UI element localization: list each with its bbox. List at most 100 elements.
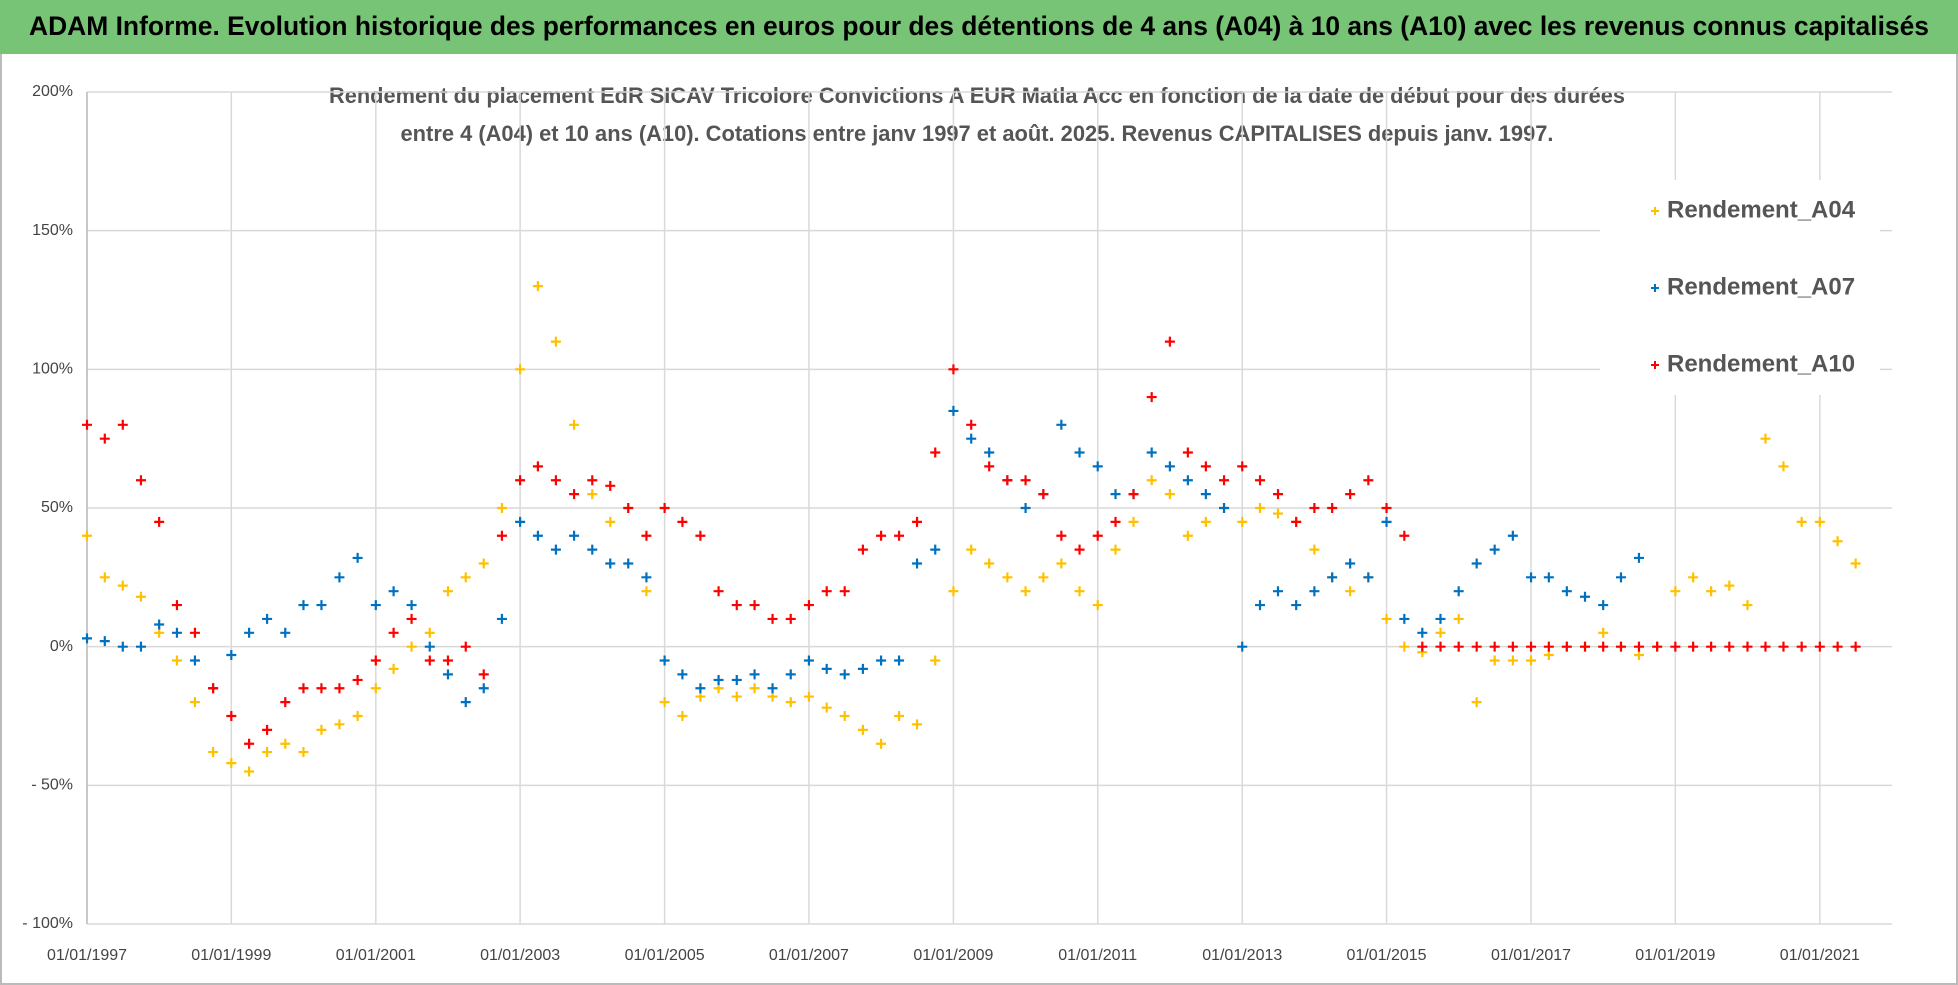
- point: [478, 558, 489, 569]
- point: [1399, 530, 1410, 541]
- point: [1056, 419, 1067, 430]
- point: [189, 655, 200, 666]
- point: [1526, 572, 1537, 583]
- point: [1435, 641, 1446, 652]
- point: [1633, 552, 1644, 563]
- point: [189, 627, 200, 638]
- point: [930, 544, 941, 555]
- point: [424, 627, 435, 638]
- point: [334, 719, 345, 730]
- point: [82, 530, 92, 541]
- point: [1417, 641, 1428, 652]
- point: [1580, 641, 1591, 652]
- point: [1760, 433, 1771, 444]
- y-tick-label: - 50%: [31, 777, 73, 794]
- point: [1128, 516, 1139, 527]
- point: [1255, 600, 1266, 611]
- legend-marker: [1651, 207, 1659, 215]
- point: [1652, 641, 1663, 652]
- point: [1273, 508, 1284, 519]
- point: [1598, 627, 1609, 638]
- point: [424, 641, 435, 652]
- point: [1128, 489, 1139, 500]
- point: [1020, 503, 1031, 513]
- point: [117, 641, 128, 652]
- point: [912, 558, 923, 569]
- point: [821, 663, 832, 674]
- point: [605, 516, 616, 527]
- point: [460, 572, 471, 583]
- x-tick-label: 01/01/2003: [480, 947, 560, 964]
- point: [1561, 586, 1572, 597]
- point: [1489, 655, 1500, 666]
- point: [1200, 489, 1211, 500]
- point: [388, 586, 399, 597]
- point: [1633, 641, 1644, 652]
- point: [659, 503, 670, 513]
- point: [1580, 591, 1591, 602]
- point: [966, 433, 977, 444]
- point: [550, 544, 561, 555]
- point: [1471, 697, 1482, 708]
- point: [280, 627, 291, 638]
- x-tick-label: 01/01/2007: [769, 947, 849, 964]
- point: [677, 669, 688, 680]
- point: [984, 461, 995, 472]
- point: [1110, 544, 1121, 555]
- point: [244, 738, 255, 749]
- point: [334, 683, 345, 694]
- point: [1182, 447, 1193, 458]
- point: [641, 530, 652, 541]
- point: [99, 636, 110, 647]
- point: [1345, 586, 1356, 597]
- point: [1507, 641, 1518, 652]
- point: [749, 600, 760, 611]
- point: [1526, 655, 1537, 666]
- point: [695, 530, 706, 541]
- point: [1074, 544, 1085, 555]
- point: [82, 633, 92, 644]
- point: [515, 475, 526, 486]
- point: [1020, 586, 1031, 597]
- legend-box: [1600, 180, 1880, 395]
- point: [1471, 558, 1482, 569]
- point: [244, 627, 255, 638]
- point: [1742, 600, 1753, 611]
- point: [1273, 489, 1284, 500]
- x-tick-label: 01/01/2001: [336, 947, 416, 964]
- point: [1778, 641, 1789, 652]
- point: [587, 544, 598, 555]
- point: [1381, 516, 1392, 527]
- point: [1002, 572, 1013, 583]
- point: [623, 503, 634, 513]
- point: [208, 683, 219, 694]
- series: [82, 281, 1861, 777]
- point: [1182, 530, 1193, 541]
- point: [1435, 627, 1446, 638]
- x-tick-label: 01/01/2005: [625, 947, 705, 964]
- point: [785, 613, 796, 624]
- point: [1345, 558, 1356, 569]
- point: [1255, 475, 1266, 486]
- point: [803, 600, 814, 611]
- point: [623, 558, 634, 569]
- point: [1074, 447, 1085, 458]
- point: [154, 516, 165, 527]
- legend-marker: [1651, 361, 1659, 369]
- point: [839, 586, 850, 597]
- point: [1399, 641, 1410, 652]
- point: [1507, 530, 1518, 541]
- point: [117, 580, 128, 591]
- point: [532, 530, 543, 541]
- point: [135, 591, 146, 602]
- point: [569, 530, 580, 541]
- point: [460, 697, 471, 708]
- point: [641, 572, 652, 583]
- point: [1363, 572, 1374, 583]
- point: [857, 544, 868, 555]
- point: [966, 544, 977, 555]
- y-tick-label: 200%: [32, 83, 73, 100]
- point: [478, 683, 489, 694]
